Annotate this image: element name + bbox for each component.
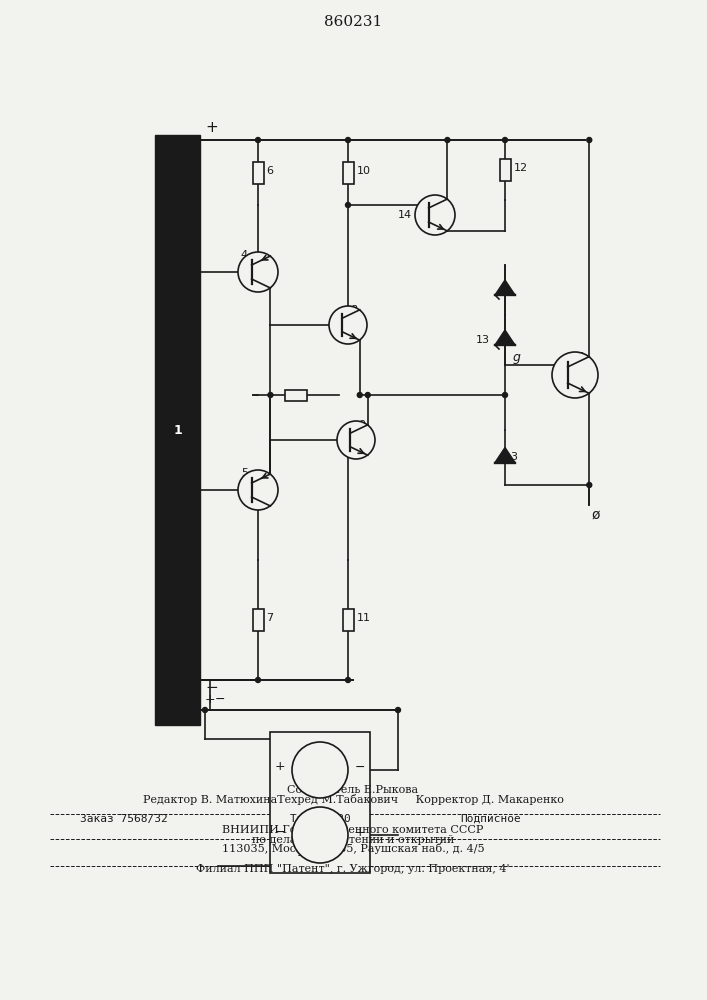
Circle shape [587, 137, 592, 142]
Circle shape [415, 195, 455, 235]
Circle shape [292, 807, 348, 863]
Text: 8: 8 [350, 305, 357, 315]
Circle shape [366, 392, 370, 397]
Circle shape [255, 678, 260, 682]
Bar [155, 135, 200, 725]
Text: 3: 3 [510, 452, 517, 462]
Polygon shape [495, 330, 515, 345]
Bar [252, 161, 264, 184]
Text: 9: 9 [358, 420, 365, 430]
Text: +: + [275, 760, 286, 774]
Circle shape [357, 392, 362, 397]
Circle shape [503, 137, 508, 142]
Text: ВНИИПИ Государственного комитета СССР: ВНИИПИ Государственного комитета СССР [222, 825, 484, 835]
Text: по делам изобретений и открытий: по делам изобретений и открытий [252, 834, 454, 845]
Circle shape [292, 742, 348, 798]
Polygon shape [495, 280, 515, 295]
Circle shape [329, 306, 367, 344]
Text: 5: 5 [241, 468, 248, 478]
Text: 860231: 860231 [324, 15, 382, 29]
Circle shape [445, 137, 450, 142]
Text: 12: 12 [513, 163, 527, 173]
Bar [252, 609, 264, 631]
Text: ø: ø [591, 508, 600, 522]
Bar [270, 732, 370, 873]
Text: +: + [354, 826, 365, 838]
Text: −: − [205, 680, 218, 695]
Text: П: П [311, 760, 329, 780]
Text: g: g [513, 352, 521, 364]
Text: 13: 13 [476, 335, 490, 345]
Circle shape [238, 470, 278, 510]
Text: 11: 11 [356, 613, 370, 623]
Text: 1: 1 [173, 424, 182, 436]
Text: 15: 15 [297, 848, 311, 858]
Text: Заказ 7568/32: Заказ 7568/32 [80, 814, 168, 824]
Text: 6: 6 [267, 165, 274, 176]
Circle shape [238, 252, 278, 292]
Text: 14: 14 [398, 210, 412, 220]
Text: 4: 4 [241, 250, 248, 260]
Text: −: − [215, 693, 226, 706]
Text: Подписное: Подписное [460, 814, 521, 824]
Circle shape [587, 483, 592, 488]
Circle shape [395, 708, 400, 712]
Text: Составитель Е.Рыкова: Составитель Е.Рыкова [288, 785, 419, 795]
Bar [285, 389, 307, 400]
Circle shape [255, 137, 260, 142]
Text: 10: 10 [356, 165, 370, 176]
Circle shape [346, 137, 351, 142]
Text: Редактор В. МатюхинаТехред М.Табакович     Корректор Д. Макаренко: Редактор В. МатюхинаТехред М.Табакович К… [143, 794, 563, 805]
Text: +: + [205, 120, 218, 135]
Text: −: − [275, 826, 286, 838]
Circle shape [268, 392, 273, 397]
Circle shape [503, 392, 508, 397]
Circle shape [337, 421, 375, 459]
Text: −: − [354, 760, 365, 774]
Bar [342, 609, 354, 631]
Polygon shape [495, 448, 515, 462]
Text: 7: 7 [267, 613, 274, 623]
Bar [342, 161, 354, 184]
Circle shape [552, 352, 598, 398]
Text: +: + [205, 693, 216, 706]
Text: Тираж 730: Тираж 730 [290, 814, 351, 824]
Text: Филиал ППП "Патент", г. Ужгород, ул. Проектная, 4': Филиал ППП "Патент", г. Ужгород, ул. Про… [196, 864, 510, 874]
Circle shape [346, 678, 351, 682]
Bar [500, 159, 510, 181]
Circle shape [202, 708, 207, 712]
Circle shape [346, 202, 351, 208]
Text: 113035, Москва, Ж-35, Раушская наб., д. 4/5: 113035, Москва, Ж-35, Раушская наб., д. … [222, 843, 484, 854]
Text: 2: 2 [578, 352, 585, 362]
Text: U: U [312, 824, 327, 842]
